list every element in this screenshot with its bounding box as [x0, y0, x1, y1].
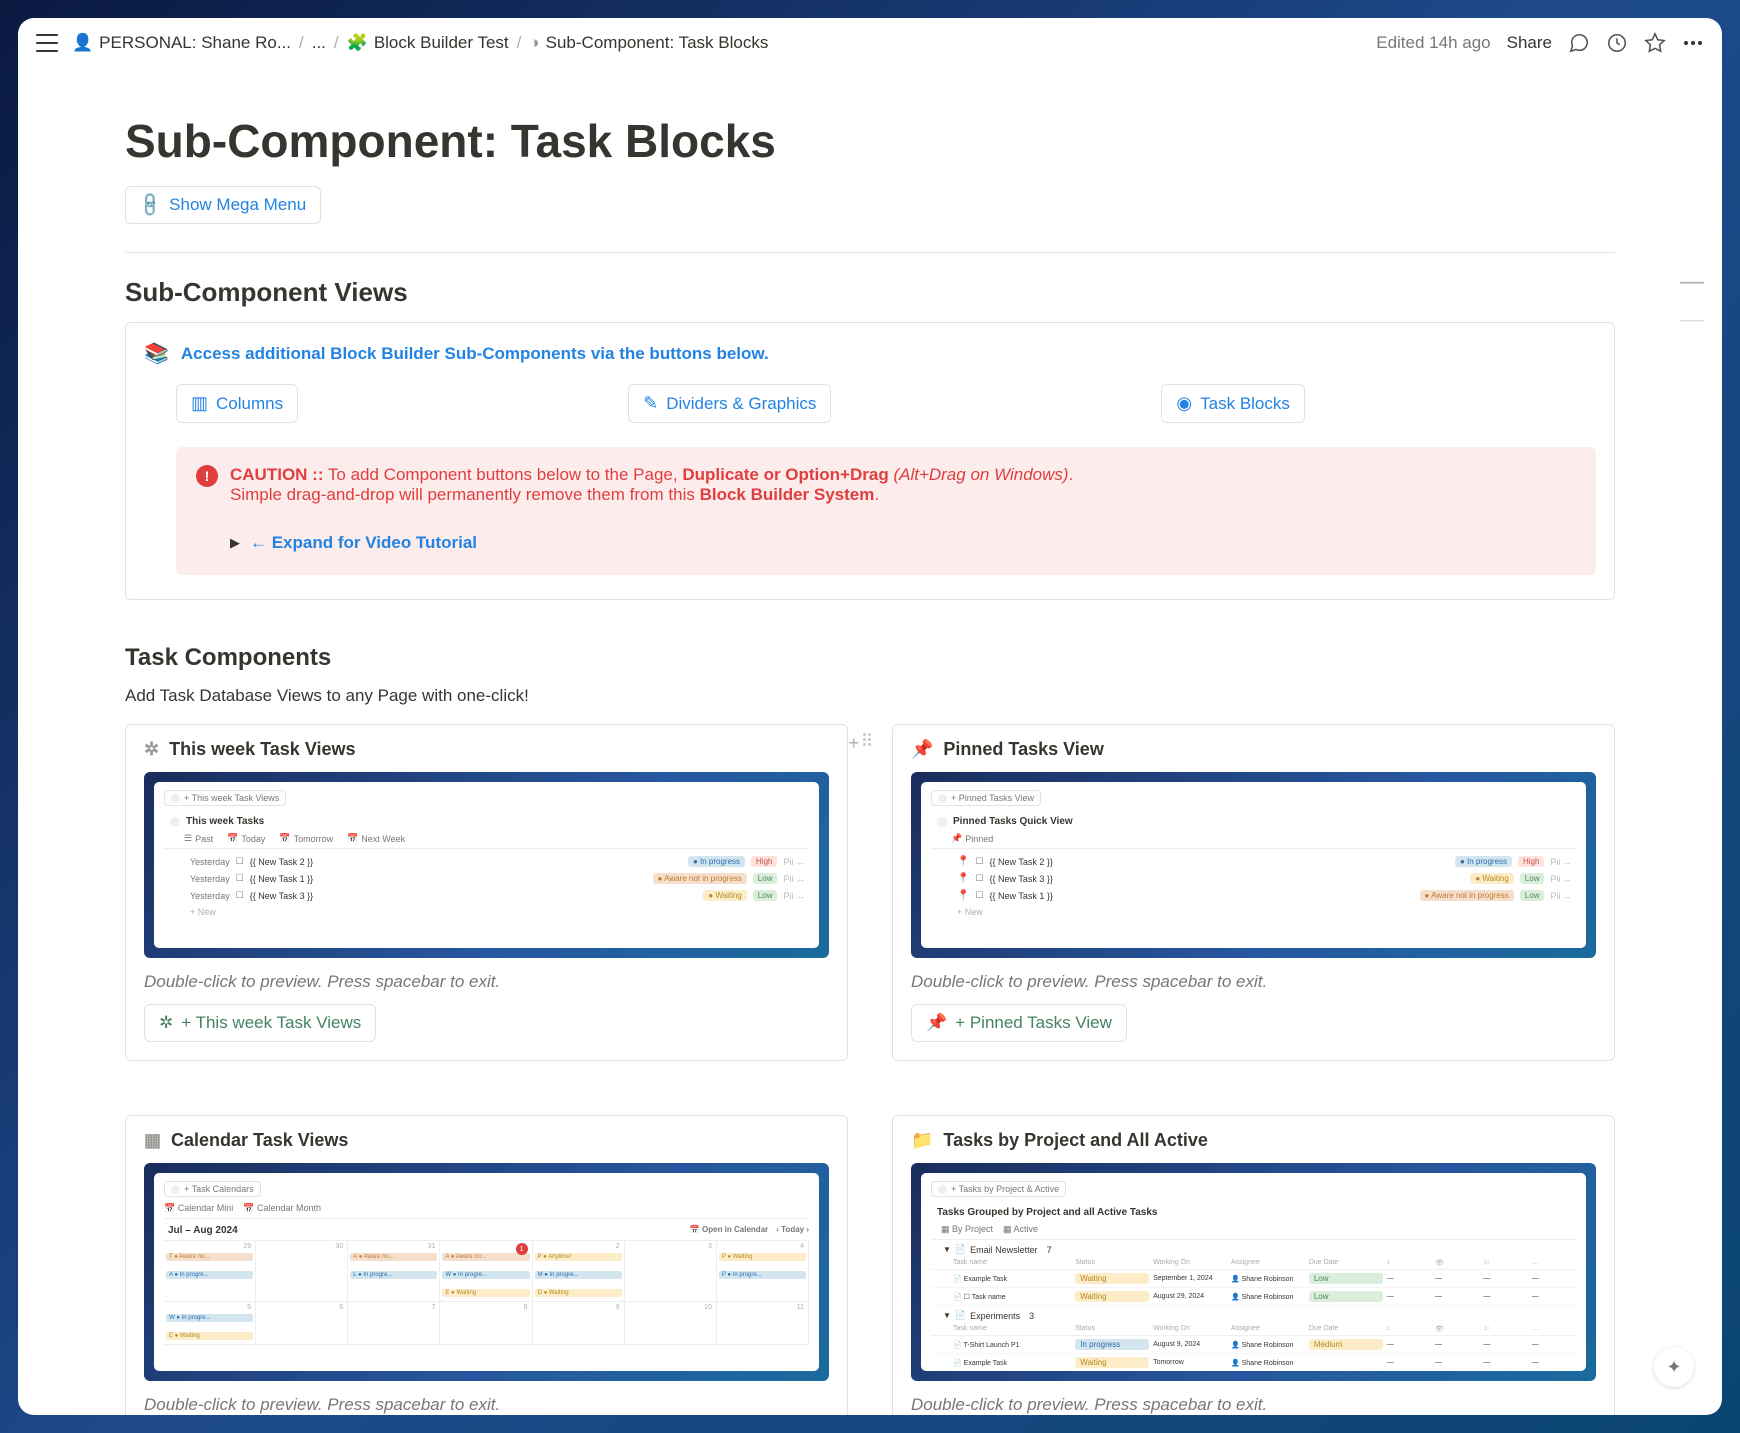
task-column-right: 📌 Pinned Tasks View + Pinned Tasks View … [892, 724, 1615, 1415]
mega-menu-label: Show Mega Menu [169, 195, 306, 215]
divider [125, 252, 1615, 253]
collapse-handles[interactable]: — — [1680, 268, 1704, 334]
task-column-left: + ✲ This week Task Views + This week Tas… [125, 724, 848, 1415]
breadcrumb-mid[interactable]: 🧩 Block Builder Test [347, 33, 509, 53]
breadcrumb-sep: / [299, 33, 304, 53]
add-this-week-label: + This week Task Views [181, 1013, 361, 1033]
minus-icon: — [1680, 306, 1704, 334]
preview-by-project[interactable]: + Tasks by Project & Active Tasks Groupe… [911, 1163, 1596, 1381]
preview-hint: Double-click to preview. Press spacebar … [911, 972, 1596, 992]
breadcrumb-root[interactable]: 👤 PERSONAL: Shane Ro... [72, 33, 291, 53]
callout-header: 📚 Access additional Block Builder Sub-Co… [144, 341, 1596, 366]
sparkle-icon: ✦ [1666, 1357, 1681, 1378]
show-mega-menu-button[interactable]: 🔗 Show Mega Menu [125, 186, 321, 224]
preview-this-week[interactable]: + This week Task Views This week Tasks ☰… [144, 772, 829, 958]
card-this-week: + ✲ This week Task Views + This week Tas… [125, 724, 848, 1061]
pv-tabs: ☰ Past 📅 Today 📅 Tomorrow 📅 Next Week [164, 833, 809, 849]
block-handle[interactable]: + [848, 733, 871, 754]
books-icon: 📚 [144, 341, 169, 366]
minus-icon: — [1680, 268, 1704, 296]
preview-hint: Double-click to preview. Press spacebar … [911, 1395, 1596, 1415]
breadcrumb-sep: / [517, 33, 522, 53]
columns-button[interactable]: ▥ Columns [176, 384, 298, 423]
caution-text: CAUTION :: To add Component buttons belo… [230, 465, 1073, 505]
pv-sub: This week Tasks [170, 816, 809, 827]
folder-icon: 📁 [911, 1130, 933, 1151]
card-title-calendar: Calendar Task Views [171, 1130, 348, 1151]
warning-icon: ! [196, 465, 218, 487]
breadcrumb-sep: / [334, 33, 339, 53]
card-calendar: ▦ Calendar Task Views + Task Calendars 📅… [125, 1115, 848, 1415]
section-title-task-components: Task Components [125, 644, 1615, 672]
calendar-icon: ▦ [144, 1130, 161, 1151]
dividers-button[interactable]: ✎ Dividers & Graphics [628, 384, 831, 423]
card-title-this-week: This week Task Views [169, 739, 355, 760]
card-pinned: 📌 Pinned Tasks View + Pinned Tasks View … [892, 724, 1615, 1061]
blocks-icon: 🧩 [347, 33, 368, 53]
person-icon: 👤 [72, 33, 93, 53]
preview-calendar[interactable]: + Task Calendars 📅 Calendar Mini📅 Calend… [144, 1163, 829, 1381]
view-buttons-row: ▥ Columns ✎ Dividers & Graphics ◉ Task B… [176, 384, 1596, 423]
pin-icon: 📌 [926, 1013, 947, 1033]
pin-icon: 📌 [911, 739, 933, 760]
topbar: 👤 PERSONAL: Shane Ro... / ... / 🧩 Block … [18, 18, 1722, 68]
badge-icon: ✲ [144, 739, 159, 760]
plus-icon: + [848, 733, 859, 754]
breadcrumb-mid-label: Block Builder Test [374, 33, 509, 53]
breadcrumb-root-label: PERSONAL: Shane Ro... [99, 33, 291, 53]
check-badge-icon: ◑ [529, 33, 539, 53]
pv-sub: Pinned Tasks Quick View [937, 816, 1576, 827]
task-components-grid: + ✲ This week Task Views + This week Tas… [125, 724, 1615, 1415]
updates-icon[interactable] [1606, 32, 1628, 54]
add-this-week-button[interactable]: ✲ + This week Task Views [144, 1004, 376, 1042]
callout-text: Access additional Block Builder Sub-Comp… [181, 344, 769, 364]
edit-icon: ✎ [643, 393, 658, 414]
drag-handle-icon [863, 733, 871, 754]
card-title-pinned: Pinned Tasks View [943, 739, 1103, 760]
expand-label: ← Expand for Video Tutorial [250, 533, 477, 553]
check-circle-icon: ◉ [1176, 393, 1192, 414]
menu-toggle-icon[interactable] [36, 34, 58, 52]
triangle-right-icon: ▶ [230, 535, 240, 551]
views-callout: 📚 Access additional Block Builder Sub-Co… [125, 322, 1615, 600]
caution-callout: ! CAUTION :: To add Component buttons be… [176, 447, 1596, 575]
section-subtitle: Add Task Database Views to any Page with… [125, 686, 1615, 706]
comments-icon[interactable] [1568, 32, 1590, 54]
check-badge-icon: ✲ [159, 1013, 173, 1033]
pv-calendar-grid: 29T ● Aware no...A ● In progre... 30 31A… [164, 1240, 809, 1345]
section-title-views: Sub-Component Views [125, 277, 1615, 308]
more-icon[interactable] [1682, 32, 1704, 54]
preview-hint: Double-click to preview. Press spacebar … [144, 1395, 829, 1415]
card-by-project: 📁 Tasks by Project and All Active + Task… [892, 1115, 1615, 1415]
favorite-icon[interactable] [1644, 32, 1666, 54]
add-pinned-button[interactable]: 📌 + Pinned Tasks View [911, 1004, 1127, 1042]
breadcrumb-leaf-label: Sub-Component: Task Blocks [546, 33, 769, 53]
add-pinned-label: + Pinned Tasks View [955, 1013, 1112, 1033]
pv-chip: + Pinned Tasks View [931, 790, 1041, 806]
pv-chip: + Tasks by Project & Active [931, 1181, 1066, 1197]
breadcrumb-leaf[interactable]: ◑ Sub-Component: Task Blocks [529, 33, 768, 53]
ai-fab-button[interactable]: ✦ [1654, 1347, 1694, 1387]
preview-hint: Double-click to preview. Press spacebar … [144, 972, 829, 992]
expand-tutorial-toggle[interactable]: ▶ ← Expand for Video Tutorial [230, 533, 1576, 553]
pv-chip: + This week Task Views [164, 790, 286, 806]
task-blocks-button[interactable]: ◉ Task Blocks [1161, 384, 1304, 423]
link-icon: 🔗 [136, 190, 165, 219]
card-title-by-project: Tasks by Project and All Active [943, 1130, 1207, 1151]
breadcrumbs: 👤 PERSONAL: Shane Ro... / ... / 🧩 Block … [72, 33, 1376, 53]
preview-pinned[interactable]: + Pinned Tasks View Pinned Tasks Quick V… [911, 772, 1596, 958]
page-title: Sub-Component: Task Blocks [125, 114, 1615, 168]
task-blocks-label: Task Blocks [1200, 394, 1290, 414]
share-button[interactable]: Share [1507, 33, 1552, 53]
columns-label: Columns [216, 394, 283, 414]
pv-chip: + Task Calendars [164, 1181, 261, 1197]
dividers-label: Dividers & Graphics [666, 394, 816, 414]
breadcrumb-ellipsis[interactable]: ... [312, 33, 326, 53]
columns-icon: ▥ [191, 393, 208, 414]
page-content[interactable]: Sub-Component: Task Blocks 🔗 Show Mega M… [18, 68, 1722, 1415]
edited-label: Edited 14h ago [1376, 33, 1490, 53]
